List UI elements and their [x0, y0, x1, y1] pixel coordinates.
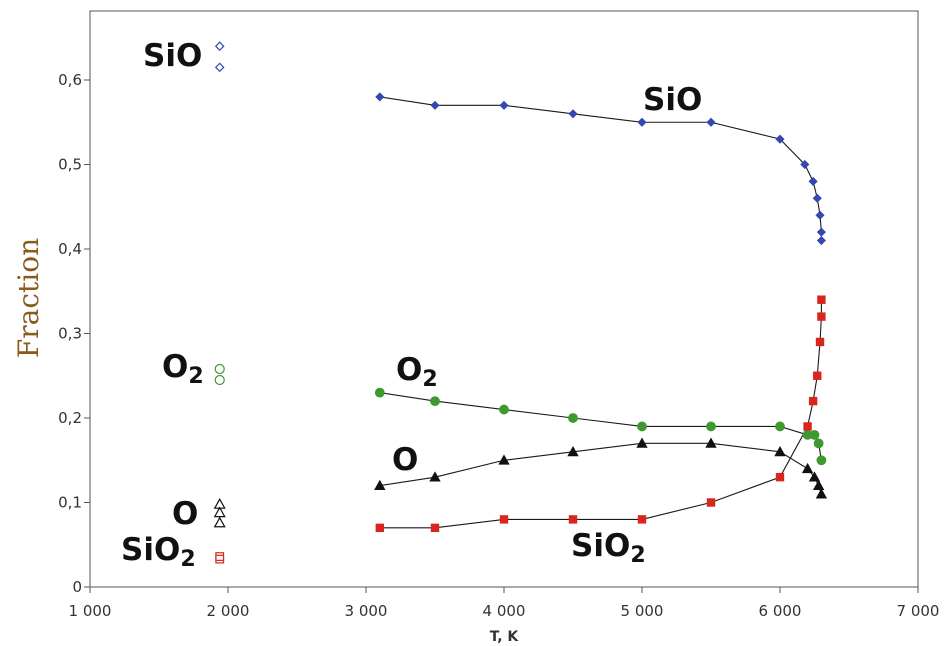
data-point-sio: [375, 92, 385, 102]
data-point-o: [567, 445, 579, 457]
x-tick-label: 6 000: [759, 602, 802, 620]
reference-markers: [213, 41, 226, 564]
y-tick-label: 0,2: [58, 409, 82, 427]
y-tick-label: 0,4: [58, 240, 82, 258]
data-point-sio2: [803, 422, 812, 431]
data-point-sio: [568, 109, 578, 119]
y-tick-label: 0,3: [58, 325, 82, 343]
data-point-o: [801, 462, 814, 474]
y-tick-label: 0,5: [58, 156, 82, 174]
x-tick-label: 2 000: [207, 602, 250, 620]
left-label-sio: SiO: [143, 38, 202, 74]
reference-point-sio: [214, 41, 225, 52]
data-point-o2: [813, 438, 824, 449]
data-point-o: [815, 488, 828, 499]
data-point-sio: [812, 193, 822, 203]
data-point-sio2: [808, 396, 818, 406]
data-point-o2: [374, 387, 385, 398]
y-tick-label: 0,1: [58, 494, 82, 512]
curve-label-sio: SiO: [643, 82, 702, 118]
data-point-o2: [775, 421, 785, 432]
data-point-sio: [706, 117, 716, 127]
data-point-o: [429, 471, 441, 482]
series-markers: [374, 92, 828, 533]
reference-point-o2: [214, 374, 225, 386]
data-point-sio2: [430, 523, 440, 533]
reference-point-sio2: [215, 554, 225, 564]
data-point-sio: [499, 100, 509, 110]
data-point-o2: [706, 421, 716, 432]
data-point-o: [374, 479, 386, 491]
data-point-sio: [800, 159, 810, 170]
data-point-o: [774, 445, 786, 457]
data-point-sio: [808, 176, 818, 186]
x-tick-label: 4 000: [483, 602, 526, 620]
x-axis-label: T, K: [490, 629, 520, 645]
reference-point-o2: [214, 363, 225, 375]
data-point-o: [705, 437, 717, 448]
y-axis-label: Fraction: [12, 238, 45, 358]
data-point-o2: [809, 429, 820, 440]
data-point-o: [808, 471, 821, 482]
left-label-o: O: [172, 496, 198, 532]
x-tick-label: 3 000: [345, 602, 388, 620]
data-point-sio2: [815, 337, 825, 347]
left-label-o2: O2: [162, 349, 204, 389]
x-tick-label: 7 000: [897, 602, 940, 620]
data-point-sio2: [568, 515, 578, 524]
curve-label-sio2: SiO2: [571, 528, 646, 568]
data-point-sio2: [817, 312, 826, 321]
data-point-sio: [815, 210, 825, 220]
data-point-sio2: [637, 515, 647, 524]
data-point-o: [812, 479, 825, 491]
y-tick-label: 0,6: [58, 71, 82, 89]
y-tick-label: 0: [72, 578, 82, 596]
data-point-sio: [430, 100, 440, 110]
plot-area-frame: [89, 10, 919, 588]
x-tick-label: 1 000: [69, 602, 112, 620]
data-point-sio: [816, 235, 826, 246]
reference-point-o: [213, 516, 226, 528]
data-point-o2: [637, 421, 647, 432]
data-point-sio2: [706, 498, 716, 507]
data-point-sio2: [817, 295, 826, 304]
data-point-o2: [430, 396, 440, 407]
axis-ticks: 1 000 2 000 3 000 4 000 5 000 6 000 7 000 0 0,1 0…: [58, 71, 939, 620]
data-point-sio2: [499, 515, 509, 524]
data-point-o: [498, 454, 510, 465]
data-point-sio2: [775, 472, 785, 482]
data-point-o2: [568, 413, 578, 423]
data-point-sio: [637, 117, 647, 127]
data-point-sio2: [375, 523, 384, 533]
x-tick-label: 5 000: [621, 602, 664, 620]
data-point-o2: [499, 404, 509, 415]
curve-label-o2: O2: [396, 352, 438, 392]
data-point-o2: [816, 455, 827, 466]
left-label-sio2: SiO2: [121, 532, 196, 572]
data-point-sio2: [813, 371, 822, 380]
curve-label-o: O: [392, 442, 418, 478]
data-point-o: [636, 437, 648, 448]
data-point-sio: [775, 134, 785, 144]
reference-point-sio: [214, 62, 225, 73]
